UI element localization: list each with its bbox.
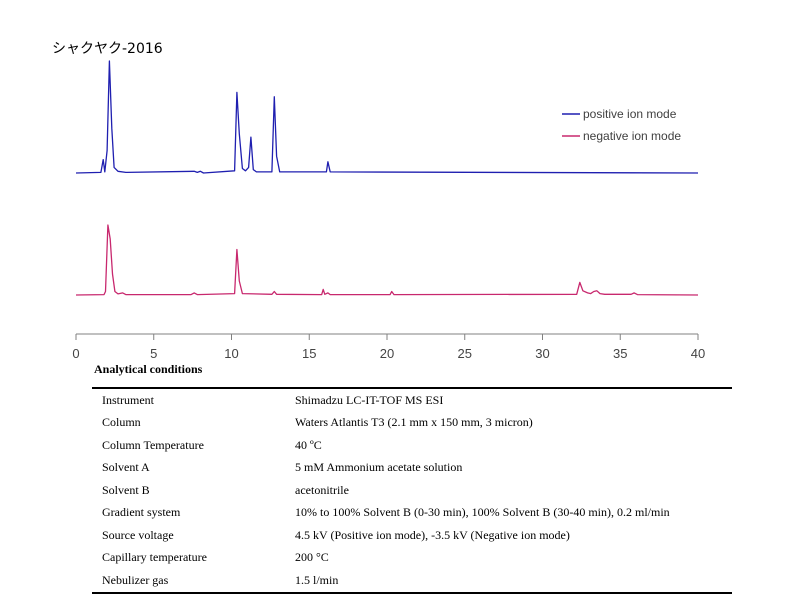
condition-value: Shimadzu LC-IT-TOF MS ESI	[285, 388, 732, 412]
x-tick-label: 15	[302, 346, 316, 361]
condition-value: 1.5 l/min	[285, 569, 732, 593]
condition-name: Solvent B	[92, 479, 285, 502]
table-row: Nebulizer gas 1.5 l/min	[92, 569, 732, 593]
series-line-negative	[76, 225, 698, 295]
series-layer	[76, 61, 698, 295]
x-tick-label: 5	[150, 346, 157, 361]
condition-value: 5 mM Ammonium acetate solution	[285, 457, 732, 480]
table-row: Instrument Shimadzu LC-IT-TOF MS ESI	[92, 388, 732, 412]
conditions-heading: Analytical conditions	[94, 362, 202, 377]
condition-name: Source voltage	[92, 524, 285, 547]
condition-name: Column Temperature	[92, 434, 285, 457]
condition-value: Waters Atlantis T3 (2.1 mm x 150 mm, 3 m…	[285, 412, 732, 435]
x-tick-label: 30	[535, 346, 549, 361]
x-tick-label: 10	[224, 346, 238, 361]
legend: positive ion mode negative ion mode	[562, 107, 681, 143]
condition-name: Solvent A	[92, 457, 285, 480]
table-row: Capillary temperature 200 °C	[92, 547, 732, 570]
legend-label: positive ion mode	[583, 107, 677, 121]
condition-name: Instrument	[92, 388, 285, 412]
condition-value: 10% to 100% Solvent B (0-30 min), 100% S…	[285, 502, 732, 525]
legend-label: negative ion mode	[583, 129, 681, 143]
condition-value: 40 ºC	[285, 434, 732, 457]
x-tick-label: 0	[72, 346, 79, 361]
chromatogram-chart: 0 5 10 15 20 25 30 35 40 positive ion mode negati…	[0, 0, 795, 370]
table-row: Column Waters Atlantis T3 (2.1 mm x 150 m…	[92, 412, 732, 435]
conditions-table: Instrument Shimadzu LC-IT-TOF MS ESI Colum…	[92, 387, 732, 594]
table-row: Source voltage 4.5 kV (Positive ion mode)…	[92, 524, 732, 547]
condition-value: 200 °C	[285, 547, 732, 570]
x-tick-label: 40	[691, 346, 705, 361]
x-tick-label: 35	[613, 346, 627, 361]
x-tick-label: 20	[380, 346, 394, 361]
x-tick-label: 25	[458, 346, 472, 361]
condition-value: 4.5 kV (Positive ion mode), -3.5 kV (Neg…	[285, 524, 732, 547]
condition-name: Column	[92, 412, 285, 435]
table-row: Column Temperature 40 ºC	[92, 434, 732, 457]
condition-name: Nebulizer gas	[92, 569, 285, 593]
condition-name: Gradient system	[92, 502, 285, 525]
condition-value: acetonitrile	[285, 479, 732, 502]
table-row: Gradient system 10% to 100% Solvent B (0-…	[92, 502, 732, 525]
x-ticks: 0 5 10 15 20 25 30 35 40	[72, 334, 705, 361]
condition-name: Capillary temperature	[92, 547, 285, 570]
